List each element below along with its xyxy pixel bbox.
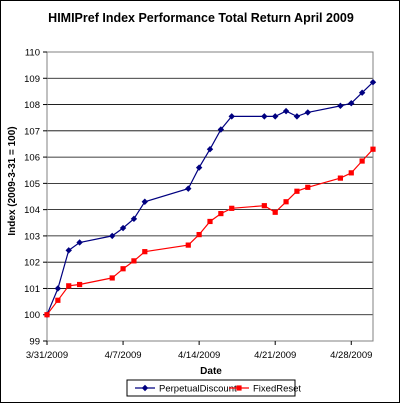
- data-point: [261, 203, 267, 209]
- y-tick-label: 106: [24, 153, 40, 164]
- y-axis-title: Index (2009-3-31 = 100): [7, 126, 18, 235]
- data-point: [337, 175, 343, 181]
- data-point: [206, 146, 214, 153]
- data-point: [283, 199, 289, 205]
- data-point: [305, 184, 311, 190]
- data-point: [77, 281, 83, 288]
- data-point: [109, 275, 115, 281]
- y-tick-label: 100: [24, 310, 40, 321]
- gridlines: [47, 51, 373, 342]
- data-point: [261, 113, 268, 120]
- legend-marker: [141, 384, 149, 392]
- data-point: [109, 232, 116, 240]
- chart-title: HIMIPref Index Performance Total Return …: [48, 11, 354, 25]
- data-point: [229, 205, 235, 211]
- data-point: [369, 79, 377, 86]
- y-tick-label: 108: [24, 100, 40, 111]
- data-point: [358, 89, 366, 96]
- y-tick-label: 109: [24, 74, 40, 85]
- data-point: [195, 164, 203, 171]
- x-tick-label: 4/28/2009: [330, 350, 372, 361]
- data-point: [119, 224, 127, 232]
- y-tick-label: 103: [24, 231, 40, 242]
- y-tick-label: 101: [24, 284, 40, 295]
- x-tick-label: 3/31/2009: [26, 350, 68, 361]
- data-point: [348, 170, 354, 176]
- y-tick-label: 104: [24, 205, 40, 216]
- data-point: [272, 209, 278, 215]
- legend-box: [126, 379, 296, 397]
- y-axis-ticks: 99 100 101 102 103 104 105 106 107 108 109 110: [24, 48, 47, 348]
- data-point: [65, 247, 72, 254]
- data-point: [217, 126, 225, 133]
- data-point: [76, 239, 83, 246]
- data-point: [54, 285, 62, 292]
- legend-label: PerpetualDiscount: [159, 384, 237, 395]
- y-tick-label: 110: [25, 48, 40, 59]
- series-FixedReset: [44, 146, 376, 318]
- data-point: [130, 215, 138, 223]
- data-point: [185, 185, 192, 192]
- data-point: [348, 100, 355, 107]
- data-point: [272, 113, 279, 120]
- data-point: [359, 158, 365, 164]
- x-axis-ticks: 3/31/2009 4/7/2009 4/14/2009 4/21/2009 4/28/…: [26, 341, 372, 361]
- data-point: [66, 283, 72, 289]
- data-point: [55, 297, 61, 303]
- y-tick-label: 105: [24, 179, 40, 190]
- legend: PerpetualDiscount FixedReset: [135, 384, 301, 395]
- x-tick-label: 4/14/2009: [178, 350, 220, 361]
- x-tick-label: 4/21/2009: [254, 350, 296, 361]
- data-point: [142, 249, 148, 255]
- data-point: [294, 188, 300, 194]
- legend-marker: [236, 385, 242, 391]
- data-point: [141, 198, 148, 205]
- series-group: [43, 79, 377, 318]
- data-point: [304, 109, 311, 116]
- data-point: [228, 113, 235, 120]
- data-point: [44, 312, 50, 318]
- y-tick-label: 107: [24, 126, 40, 137]
- data-point: [120, 266, 126, 272]
- data-point: [218, 210, 224, 217]
- data-point: [207, 218, 213, 225]
- data-point: [293, 113, 301, 120]
- x-tick-label: 4/7/2009: [105, 350, 142, 361]
- data-point: [370, 146, 376, 152]
- data-point: [282, 107, 290, 115]
- data-point: [337, 102, 344, 110]
- data-point: [131, 258, 137, 264]
- data-point: [196, 231, 202, 238]
- series-line: [46, 148, 374, 316]
- data-point: [185, 242, 191, 248]
- series-line: [46, 81, 374, 315]
- y-tick-label: 99: [29, 337, 40, 348]
- legend-label: FixedReset: [253, 384, 301, 395]
- x-axis-title: Date: [200, 366, 222, 377]
- y-tick-label: 102: [24, 258, 40, 269]
- plot-area: [46, 51, 374, 342]
